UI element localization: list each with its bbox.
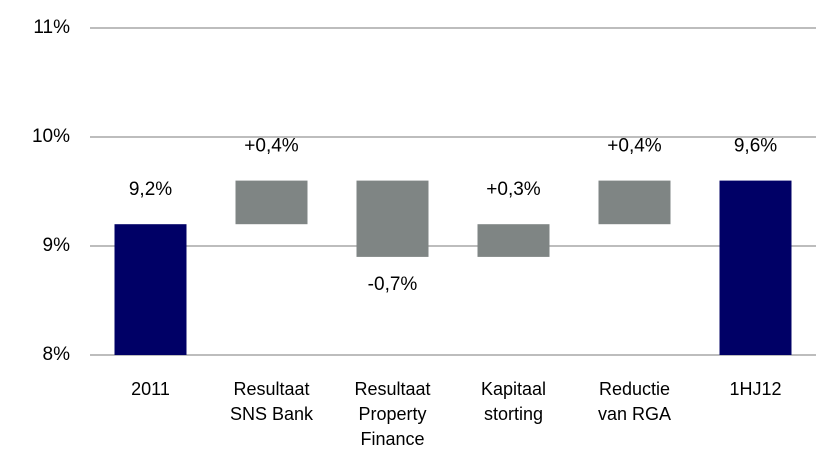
bar <box>719 180 792 355</box>
value-label: +0,3% <box>486 179 541 200</box>
bar <box>356 180 429 257</box>
value-label: +0,4% <box>244 136 299 157</box>
y-tick-label: 10% <box>32 126 70 147</box>
x-tick-label: Resultaat SNS Bank <box>229 379 314 424</box>
value-label: 9,2% <box>129 179 172 200</box>
x-tick-label: Reductie van RGA <box>597 379 672 424</box>
x-tick-label: Resultaat Property Finance <box>354 379 431 449</box>
x-tick-label: 1HJ12 <box>729 379 782 399</box>
x-tick-label: 2011 <box>131 379 170 399</box>
x-tick-label: Kapitaal storting <box>480 379 547 424</box>
value-label: 9,6% <box>734 136 777 157</box>
y-tick-label: 11% <box>33 17 70 38</box>
bar <box>235 180 308 225</box>
bar <box>477 224 550 257</box>
value-label: -0,7% <box>368 274 418 295</box>
y-tick-label: 8% <box>43 344 71 365</box>
bar <box>598 180 671 225</box>
value-label: +0,4% <box>607 136 662 157</box>
bar <box>114 224 187 355</box>
y-tick-label: 9% <box>43 235 71 256</box>
